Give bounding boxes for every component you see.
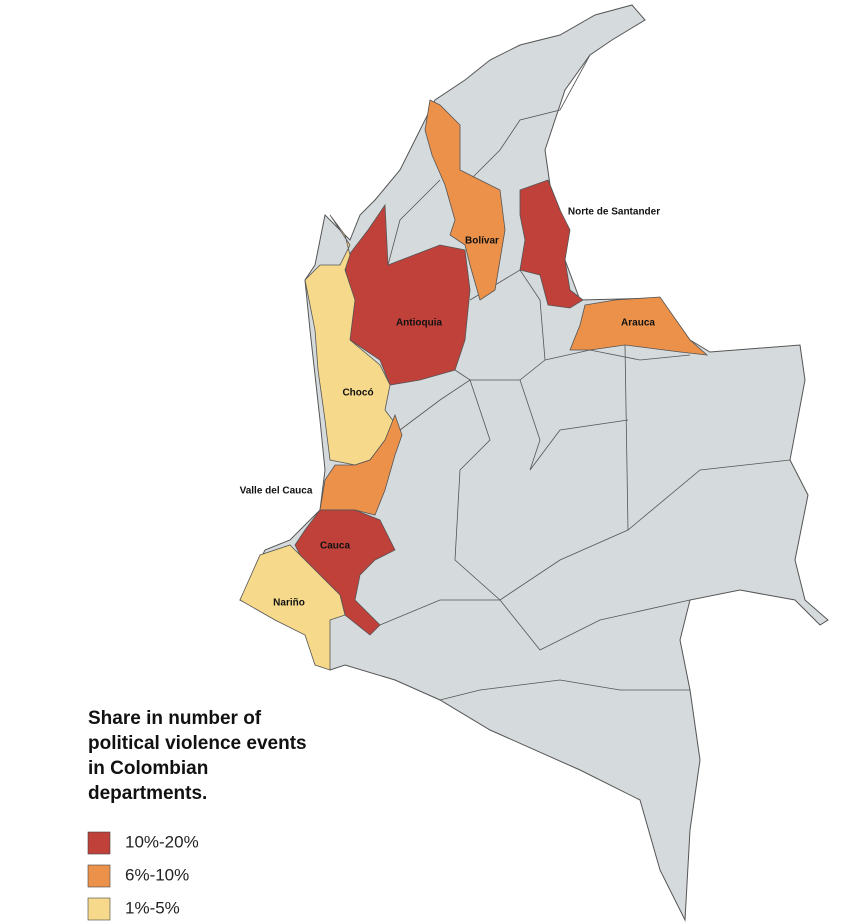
department-label: Antioquia (396, 318, 443, 329)
legend-swatch (87, 864, 111, 888)
department-label: Valle del Cauca (240, 486, 313, 497)
department-label: Norte de Santander (568, 207, 660, 218)
department-label: Cauca (320, 541, 350, 552)
department-label: Arauca (621, 318, 655, 329)
legend: 10%-20% 6%-10% 1%-5% (87, 831, 199, 921)
legend-swatch (87, 897, 111, 921)
legend-label: 1%-5% (125, 898, 180, 917)
country-outline (239, 4, 829, 922)
department (304, 214, 401, 466)
department-label: Chocó (342, 388, 373, 399)
regions: Antioquia Bolívar Norte de Santander Arauca… (239, 99, 709, 671)
department (344, 203, 471, 386)
department (424, 99, 506, 301)
legend-label: 6%-10% (125, 865, 189, 884)
legend-label: 10%-20% (125, 832, 199, 851)
legend-swatch (87, 831, 111, 855)
department (239, 544, 346, 671)
department-label: Bolívar (465, 236, 499, 247)
legend-title: Share in number of political violence ev… (88, 708, 307, 804)
department (569, 296, 709, 356)
department (294, 509, 396, 636)
department (519, 179, 584, 309)
department-label: Nariño (273, 598, 305, 609)
